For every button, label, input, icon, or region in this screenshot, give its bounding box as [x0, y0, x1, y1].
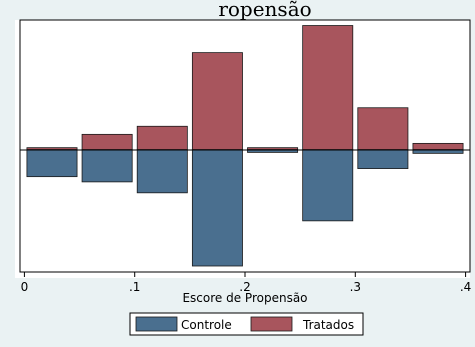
bar-tratados-5 [302, 25, 354, 150]
bar-tratados-4 [247, 147, 299, 150]
bar-controle-0 [26, 149, 78, 178]
legend: Controle Tratados [129, 312, 364, 336]
legend-label-tratados: Tratados [302, 318, 354, 332]
bar-controle-3 [191, 149, 243, 267]
x-axis-title: Escore de Propensão [182, 291, 307, 305]
legend-box [129, 312, 364, 336]
x-tick-label-1: .1 [129, 280, 140, 294]
x-tick-label-2: .2 [239, 280, 250, 294]
bar-tratados-0 [26, 147, 78, 150]
x-tick-label-4: .4 [460, 280, 471, 294]
bar-controle-2 [136, 149, 188, 194]
chart-title: ropensão [218, 0, 311, 21]
bar-controle-5 [302, 149, 354, 222]
bar-tratados-1 [81, 133, 133, 150]
legend-swatch-controle [135, 316, 178, 332]
bar-tratados-2 [136, 125, 188, 150]
bar-tratados-3 [191, 52, 243, 150]
bar-controle-1 [81, 149, 133, 183]
legend-swatch-tratados [250, 316, 293, 332]
bar-tratados-6 [357, 107, 409, 150]
x-tick-label-3: .3 [350, 280, 361, 294]
x-tick-label-0: 0 [21, 280, 29, 294]
bar-tratados-7 [412, 142, 464, 150]
x-axis: 0 .1 .2 .3 .4 [21, 272, 471, 294]
bars [26, 25, 464, 267]
bar-controle-6 [357, 149, 409, 169]
legend-label-controle: Controle [181, 318, 232, 332]
